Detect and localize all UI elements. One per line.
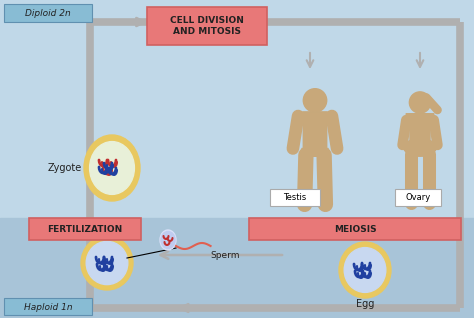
Text: Egg: Egg — [356, 299, 374, 309]
Text: Ovary: Ovary — [405, 192, 430, 202]
Circle shape — [410, 92, 430, 113]
Ellipse shape — [86, 241, 128, 285]
Bar — [270, 189, 320, 206]
Ellipse shape — [160, 230, 176, 250]
Text: MEIOSIS: MEIOSIS — [334, 225, 376, 233]
Circle shape — [303, 89, 327, 112]
Ellipse shape — [84, 135, 140, 201]
FancyBboxPatch shape — [302, 149, 328, 156]
Text: Sperm: Sperm — [210, 251, 239, 259]
FancyBboxPatch shape — [298, 112, 332, 122]
Text: Haploid 1n: Haploid 1n — [24, 302, 73, 312]
FancyBboxPatch shape — [249, 218, 461, 240]
FancyBboxPatch shape — [303, 112, 327, 149]
Text: Testis: Testis — [283, 192, 307, 202]
FancyBboxPatch shape — [147, 7, 267, 45]
Text: FERTILIZATION: FERTILIZATION — [47, 225, 123, 233]
FancyBboxPatch shape — [4, 298, 92, 315]
Text: Diploid 2n: Diploid 2n — [25, 9, 71, 17]
Text: Zygote: Zygote — [48, 163, 82, 173]
Ellipse shape — [90, 142, 135, 194]
FancyBboxPatch shape — [410, 114, 430, 141]
Bar — [0, 218, 474, 318]
Ellipse shape — [81, 236, 133, 290]
Ellipse shape — [339, 242, 391, 298]
FancyBboxPatch shape — [406, 114, 434, 122]
Ellipse shape — [161, 232, 175, 248]
Ellipse shape — [344, 248, 386, 292]
Bar — [395, 189, 441, 206]
Text: CELL DIVISION
AND MITOSIS: CELL DIVISION AND MITOSIS — [170, 16, 244, 36]
Ellipse shape — [404, 139, 436, 156]
FancyBboxPatch shape — [29, 218, 141, 240]
FancyBboxPatch shape — [4, 4, 92, 22]
